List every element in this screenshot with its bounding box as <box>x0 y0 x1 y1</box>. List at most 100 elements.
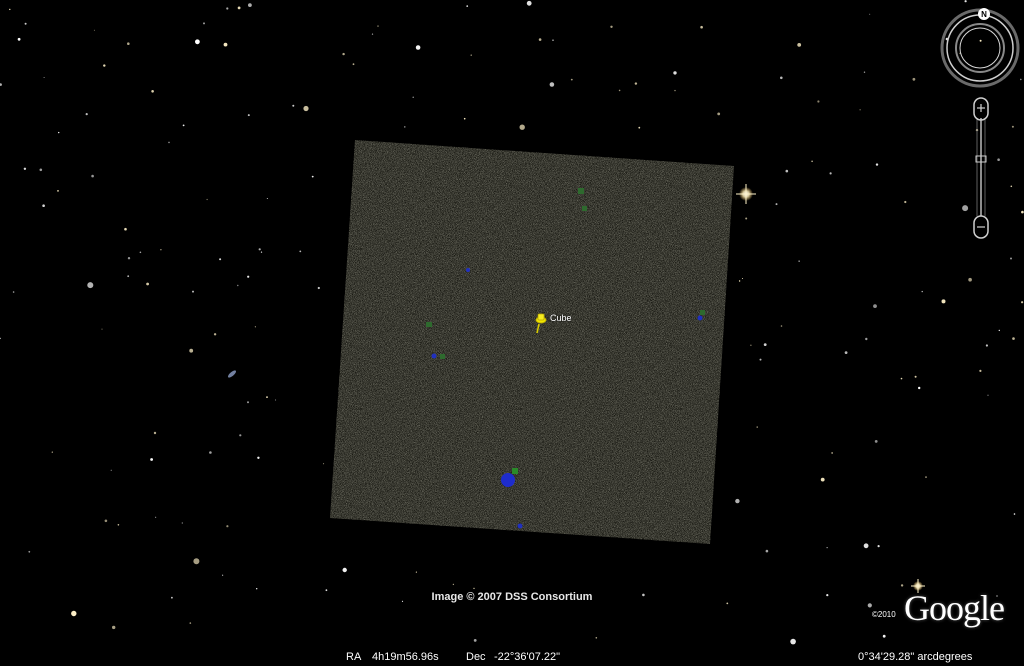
star <box>941 299 946 304</box>
view-scale: 0°34'29.28" arcdegrees <box>858 651 973 663</box>
star <box>1021 301 1024 304</box>
navigation-controls: N <box>940 8 1020 239</box>
survey-object <box>697 315 703 321</box>
star <box>797 43 802 47</box>
star <box>817 100 820 103</box>
star <box>829 172 832 175</box>
zoom-slider-handle[interactable] <box>975 155 987 163</box>
star <box>58 131 60 134</box>
bright-star <box>911 579 925 593</box>
star <box>213 333 217 336</box>
star <box>1011 125 1014 128</box>
star <box>254 326 256 328</box>
star <box>153 431 157 435</box>
star <box>160 249 162 251</box>
star <box>371 33 374 35</box>
star <box>219 258 222 261</box>
star <box>673 71 677 75</box>
svg-text:N: N <box>981 10 987 19</box>
star <box>127 275 130 278</box>
galaxy <box>227 370 237 378</box>
star <box>24 22 27 25</box>
star <box>470 54 472 56</box>
star <box>904 200 907 204</box>
survey-object <box>700 310 705 315</box>
star <box>139 251 142 254</box>
star <box>239 434 242 437</box>
star <box>979 369 982 372</box>
star <box>248 3 252 7</box>
star <box>237 284 239 287</box>
star <box>765 549 769 553</box>
star <box>877 545 880 548</box>
star <box>311 175 314 178</box>
star <box>1021 210 1024 214</box>
star <box>1010 185 1013 188</box>
star <box>342 567 347 573</box>
plus-icon[interactable] <box>973 97 989 121</box>
star <box>168 141 170 144</box>
survey-object <box>431 353 437 359</box>
star <box>869 13 871 15</box>
star <box>826 594 829 597</box>
star <box>873 304 877 308</box>
star <box>738 280 741 282</box>
star <box>844 351 848 354</box>
star <box>260 251 263 253</box>
star <box>323 463 325 465</box>
star <box>875 163 879 166</box>
star <box>570 78 573 81</box>
star <box>726 602 729 605</box>
star <box>921 290 923 293</box>
star <box>826 547 828 549</box>
star <box>28 550 31 553</box>
star <box>404 126 406 128</box>
star <box>325 589 328 592</box>
copyright-year: ©2010 <box>872 610 896 619</box>
placemark-cube[interactable]: Cube <box>534 312 604 336</box>
compass-ring-icon[interactable] <box>940 8 1020 88</box>
star <box>189 348 194 353</box>
star <box>634 82 638 85</box>
star <box>775 203 778 206</box>
star <box>209 451 212 454</box>
yellow-pushpin-icon <box>535 313 547 334</box>
star <box>377 25 379 27</box>
star <box>203 22 205 25</box>
star <box>247 275 250 278</box>
survey-object <box>578 188 584 194</box>
star <box>223 42 228 47</box>
star <box>756 426 758 428</box>
compass-north-button[interactable]: N <box>978 8 990 20</box>
star <box>820 477 825 482</box>
star <box>42 204 45 207</box>
star <box>519 124 525 130</box>
star <box>798 260 800 262</box>
star <box>918 386 921 390</box>
minus-icon[interactable] <box>973 215 989 239</box>
star <box>226 7 229 10</box>
star <box>526 0 532 6</box>
star <box>735 498 740 504</box>
star <box>925 476 927 478</box>
star <box>0 337 1 340</box>
zoom-slider[interactable] <box>976 118 986 216</box>
star <box>192 290 194 293</box>
star <box>151 90 154 93</box>
star <box>987 394 989 396</box>
star <box>124 227 127 231</box>
star <box>964 0 967 3</box>
star <box>962 205 969 212</box>
bright-star <box>736 184 756 204</box>
star <box>549 82 555 87</box>
star <box>996 595 998 597</box>
star <box>997 158 1000 161</box>
star <box>914 375 917 378</box>
status-bar: RA 4h19m56.96s Dec -22°36'07.22" 0°34'29… <box>0 650 1024 666</box>
star <box>882 634 886 638</box>
star <box>256 588 258 590</box>
star <box>104 519 108 523</box>
star <box>750 344 752 346</box>
star <box>900 584 904 587</box>
